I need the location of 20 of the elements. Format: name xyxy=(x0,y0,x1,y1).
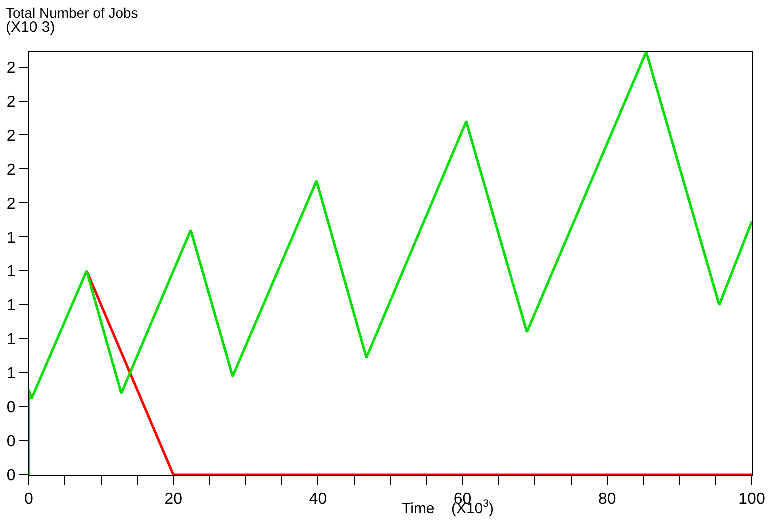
y-tick-label: 0 xyxy=(6,434,16,451)
y-tick-label: 2 xyxy=(6,162,16,179)
y-tick-label: 1 xyxy=(6,332,16,349)
y-tick-label: 1 xyxy=(6,264,16,281)
y-tick-label: 2 xyxy=(6,128,16,145)
y-tick-label: 1 xyxy=(6,366,16,383)
x-tick-label: 40 xyxy=(309,491,328,508)
x-tick-label: 100 xyxy=(738,491,766,508)
y-tick-label: 0 xyxy=(6,468,16,485)
y-tick-label: 2 xyxy=(6,94,16,111)
y-axis-title: (X10 3) xyxy=(6,19,56,36)
y-tick-label: 1 xyxy=(6,230,16,247)
x-tick-label: 80 xyxy=(598,491,616,508)
x-tick-label: 0 xyxy=(24,491,34,508)
y-tick-label: 2 xyxy=(6,196,16,213)
y-tick-label: 0 xyxy=(6,400,16,417)
x-tick-label: 20 xyxy=(164,491,183,508)
y-tick-label: 2 xyxy=(6,60,16,77)
y-tick-label: 1 xyxy=(6,298,16,315)
chart-title: Total Number of Jobs xyxy=(6,5,138,21)
